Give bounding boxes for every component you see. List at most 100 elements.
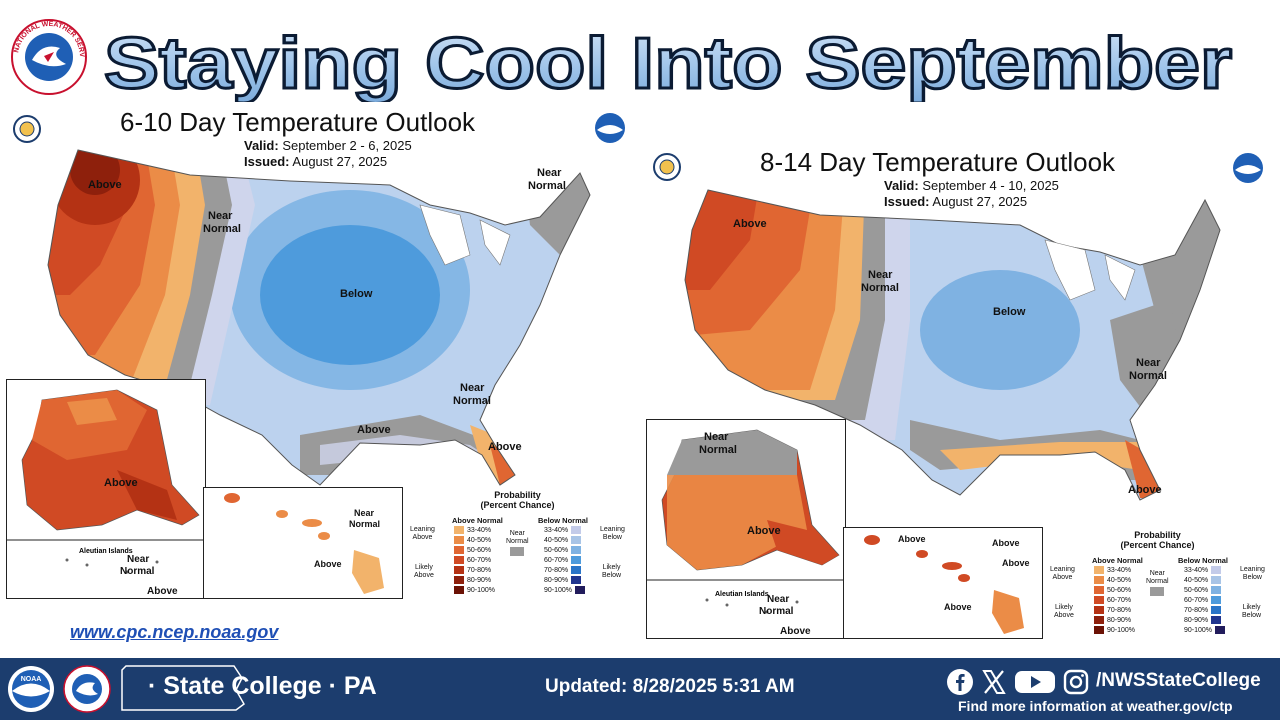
legend-range-label: 80-90% xyxy=(544,576,569,584)
conus-map: Above Near Normal Below Near Normal Near… xyxy=(47,149,591,486)
svg-text:Above: Above xyxy=(733,218,767,230)
svg-text:Near: Near xyxy=(704,431,729,443)
legend-row: 80-90% xyxy=(544,576,584,585)
legend-range-label: 50-60% xyxy=(1184,586,1209,594)
legend-range-label: 70-80% xyxy=(467,566,492,574)
svg-text:Normal: Normal xyxy=(1129,370,1167,382)
legend-range-label: 90-100% xyxy=(1184,626,1213,634)
svg-text:Normal: Normal xyxy=(699,444,737,456)
pennsylvania-outline xyxy=(121,665,245,711)
issued-date: Issued: August 27, 2025 xyxy=(884,194,1028,209)
valid-dates: Valid: September 2 - 6, 2025 xyxy=(244,138,412,153)
legend-swatch xyxy=(571,576,582,584)
legend-row: 50-60% xyxy=(1094,586,1131,595)
conus-map: Above Near Normal Below Near Normal Abov… xyxy=(684,189,1221,501)
map-title: 8-14 Day Temperature Outlook xyxy=(760,147,1116,177)
legend-row: 70-80% xyxy=(544,566,584,575)
legend-row: 90-100% xyxy=(1184,626,1228,635)
legend-swatch xyxy=(454,526,464,534)
svg-text:Near: Near xyxy=(127,554,149,565)
legend-swatch xyxy=(454,536,464,544)
noaa-logo xyxy=(595,113,625,143)
doc-seal xyxy=(13,115,41,143)
legend-range-label: 90-100% xyxy=(544,586,573,594)
x-icon[interactable] xyxy=(980,668,1008,696)
facebook-icon[interactable] xyxy=(946,668,974,696)
legend-row: 40-50% xyxy=(1094,576,1131,585)
legend-swatch xyxy=(1094,596,1104,604)
doc-seal xyxy=(653,153,681,181)
svg-text:Above: Above xyxy=(780,626,811,637)
legend-row: 33-40% xyxy=(1094,566,1131,575)
legend-swatch xyxy=(1211,586,1222,594)
probability-legend: Probability (Percent Chance) Above Norma… xyxy=(410,490,625,594)
legend-row: 40-50% xyxy=(1184,576,1224,585)
office-location: · State College · PA xyxy=(148,672,377,700)
legend-row: 60-70% xyxy=(1184,596,1224,605)
svg-text:Near: Near xyxy=(1136,357,1161,369)
footer-bar: NOAA · State College · PA Updated: 8/28/… xyxy=(0,658,1280,720)
page-title-text: Staying Cool Into September xyxy=(104,24,1232,102)
hawaii-inset: Above Above Above Above xyxy=(843,527,1043,639)
svg-text:Below: Below xyxy=(340,288,373,300)
legend-swatch xyxy=(454,556,464,564)
legend-swatch xyxy=(571,536,582,544)
svg-text:Below: Below xyxy=(993,306,1026,318)
legend-swatch xyxy=(1094,616,1104,624)
legend-range-label: 33-40% xyxy=(1107,566,1132,574)
legend-swatch xyxy=(1211,606,1222,614)
legend-range-label: 60-70% xyxy=(1184,596,1209,604)
legend-range-label: 40-50% xyxy=(1107,576,1132,584)
legend-range-label: 50-60% xyxy=(1107,586,1132,594)
svg-text:Near: Near xyxy=(767,594,789,605)
legend-row: 80-90% xyxy=(1184,616,1224,625)
legend-row: 50-60% xyxy=(1184,586,1224,595)
legend-range-label: 90-100% xyxy=(467,586,496,594)
legend-range-label: 60-70% xyxy=(544,556,569,564)
legend-row: 90-100% xyxy=(1094,626,1135,635)
legend-row: 33-40% xyxy=(454,526,491,535)
svg-text:Normal: Normal xyxy=(120,566,155,577)
legend-row: 40-50% xyxy=(454,536,491,545)
svg-text:Normal: Normal xyxy=(203,223,241,235)
svg-text:Above: Above xyxy=(747,525,781,537)
legend-range-label: 50-60% xyxy=(467,546,492,554)
legend-row: 60-70% xyxy=(544,556,584,565)
legend-range-label: 70-80% xyxy=(1184,606,1209,614)
great-lakes xyxy=(419,204,511,266)
svg-text:Near: Near xyxy=(208,210,233,222)
svg-text:Above: Above xyxy=(314,559,342,569)
alaska-inset: Above Aleutian Islands Near Normal Above xyxy=(6,379,206,599)
instagram-icon[interactable] xyxy=(1062,668,1090,696)
legend-swatch xyxy=(571,566,582,574)
legend-swatch xyxy=(1211,576,1222,584)
legend-range-label: 40-50% xyxy=(544,536,569,544)
outlook-8-14-day: 8-14 Day Temperature Outlook Valid: Sept… xyxy=(640,140,1280,645)
legend-range-label: 33-40% xyxy=(544,526,569,534)
nws-logo xyxy=(63,665,111,713)
probability-legend: Probability (Percent Chance) Above Norma… xyxy=(1050,530,1265,635)
svg-text:Above: Above xyxy=(992,538,1020,548)
legend-swatch xyxy=(454,586,464,594)
youtube-icon[interactable] xyxy=(1014,668,1056,696)
legend-row: 60-70% xyxy=(454,556,491,565)
legend-range-label: 90-100% xyxy=(1107,626,1136,634)
social-handle[interactable]: /NWSStateCollege xyxy=(1096,670,1261,691)
svg-text:Normal: Normal xyxy=(528,180,566,192)
legend-range-label: 70-80% xyxy=(544,566,569,574)
legend-swatch xyxy=(1215,626,1226,634)
legend-range-label: 60-70% xyxy=(1107,596,1132,604)
svg-text:Above: Above xyxy=(1002,558,1030,568)
legend-swatch xyxy=(1211,616,1222,624)
outlook-6-10-day: 6-10 Day Temperature Outlook Valid: Sept… xyxy=(0,100,640,605)
legend-range-label: 80-90% xyxy=(467,576,492,584)
svg-text:Above: Above xyxy=(147,586,178,597)
svg-text:Above: Above xyxy=(88,179,122,191)
legend-swatch xyxy=(1094,586,1104,594)
cpc-link[interactable]: www.cpc.ncep.noaa.gov xyxy=(70,622,279,642)
svg-text:Near: Near xyxy=(868,269,893,281)
svg-text:Aleutian Islands: Aleutian Islands xyxy=(715,591,769,598)
legend-row: 80-90% xyxy=(1094,616,1131,625)
legend-swatch xyxy=(454,566,464,574)
svg-text:Above: Above xyxy=(944,602,972,612)
